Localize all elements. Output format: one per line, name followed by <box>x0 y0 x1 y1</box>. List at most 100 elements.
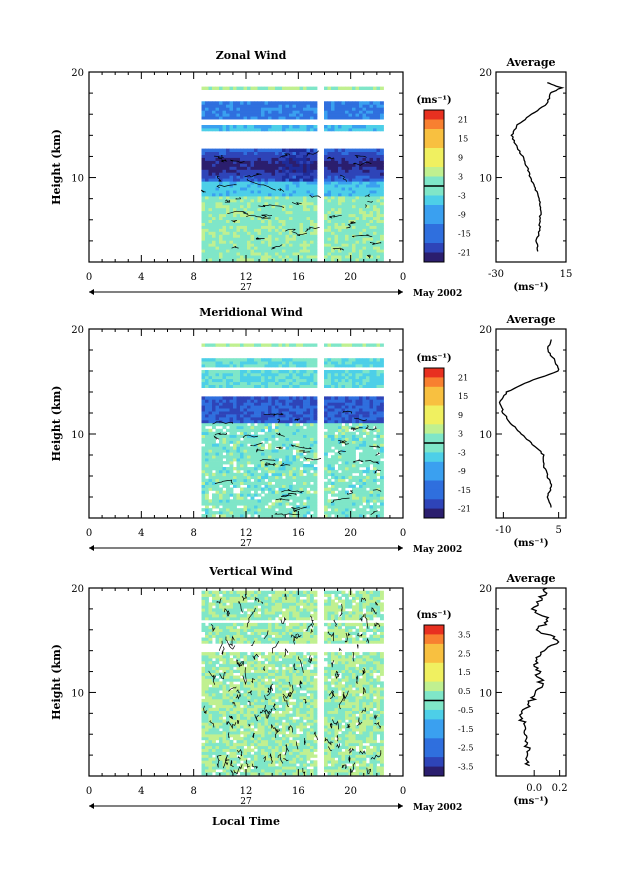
x-tick-label: 12 <box>240 786 253 797</box>
colorbar-tick-label: 15 <box>458 135 468 144</box>
colorbar-segment <box>424 625 444 635</box>
colorbar: (ms⁻¹) 3.5 2.5 1.5 0.5 -0.5 -1.5 -2.5 -3.5 <box>416 610 473 777</box>
y-axis-label: Height (km) <box>50 386 63 462</box>
heatmap-cells <box>201 86 384 262</box>
heatmap-cells <box>201 590 384 776</box>
colorbar-segment <box>424 205 444 215</box>
colorbar-segment <box>424 634 444 645</box>
colorbar-tick-label: -3 <box>458 192 466 201</box>
colorbar-tick-label: -2.5 <box>458 744 473 753</box>
x-tick-label: 4 <box>138 786 144 797</box>
colorbar-tick-label: -21 <box>458 249 471 258</box>
profile-x-tick: 0.2 <box>552 783 568 794</box>
colorbar-segment <box>424 176 444 187</box>
colorbar-tick-label: 3 <box>458 430 463 439</box>
colorbar-segment <box>424 224 444 234</box>
colorbar-segment <box>424 119 444 130</box>
average-profile: Average 10 20 -10 5 (ms⁻¹) <box>479 313 567 549</box>
colorbar-segment <box>424 461 444 472</box>
colorbar-segment <box>424 414 444 425</box>
profile-x-tick: -30 <box>488 269 504 280</box>
colorbar-segment <box>424 148 444 158</box>
colorbar-segment <box>424 452 444 463</box>
profile-x-tick: 15 <box>560 269 573 280</box>
colorbar: (ms⁻¹) 21 15 9 3 -3 -9 -15 -21 <box>416 353 471 519</box>
heatmap-cells <box>201 343 384 518</box>
colorbar-segment <box>424 508 444 519</box>
y-axis-label: Height (km) <box>50 644 63 720</box>
profile-title: Average <box>505 56 555 69</box>
profile-line <box>517 587 560 767</box>
colorbar-tick-label: 1.5 <box>458 668 471 677</box>
profile-title: Average <box>505 313 555 326</box>
colorbar-unit: (ms⁻¹) <box>416 95 451 106</box>
profile-y-tick: 10 <box>479 430 492 441</box>
colorbar-segment <box>424 700 444 711</box>
profile-frame <box>495 71 567 263</box>
colorbar-segment <box>424 186 444 196</box>
date-month: May 2002 <box>413 289 462 299</box>
profile-frame <box>495 587 567 777</box>
colorbar-segment <box>424 471 444 481</box>
x-axis <box>88 588 404 776</box>
y-axis <box>89 587 403 777</box>
x-tick-label: 8 <box>190 528 196 539</box>
profile-x-label: (ms⁻¹) <box>513 538 548 549</box>
colorbar-segment <box>424 433 444 444</box>
y-tick-label: 10 <box>71 174 84 185</box>
x-tick-label: 0 <box>86 786 92 797</box>
panel-1: Zonal Wind 10 20 Height (km) 0 4 8 12 16 20 0 27 May… <box>50 49 572 299</box>
x-tick-label: 8 <box>190 786 196 797</box>
x-tick-label: 20 <box>344 528 357 539</box>
colorbar-tick-label: 21 <box>458 373 468 382</box>
colorbar-tick-label: 3.5 <box>458 630 471 639</box>
colorbar-segment <box>424 691 444 701</box>
x-tick-label: 8 <box>190 272 196 283</box>
colorbar-segment <box>424 643 444 654</box>
contour-lines <box>201 150 382 259</box>
colorbar-segment <box>424 747 444 758</box>
colorbar-tick-label: 21 <box>458 116 468 125</box>
average-profile: Average 10 20 0.0 0.2 (ms⁻¹) <box>479 572 567 807</box>
colorbar-segment <box>424 681 444 692</box>
x-axis <box>88 72 404 262</box>
colorbar-segment <box>424 672 444 683</box>
contour-lines <box>212 410 382 516</box>
x-axis <box>88 329 404 518</box>
colorbar-tick-label: -3 <box>458 448 466 457</box>
colorbar-segment <box>424 738 444 749</box>
colorbar-segment <box>424 377 444 388</box>
colorbar-segment <box>424 243 444 253</box>
colorbar-segment <box>424 405 444 416</box>
colorbar-segment <box>424 489 444 500</box>
colorbar-tick-label: -9 <box>458 467 466 476</box>
colorbar-unit: (ms⁻¹) <box>416 610 451 621</box>
x-tick-label: 0 <box>400 786 406 797</box>
profile-y-tick: 10 <box>479 688 492 699</box>
profile-line <box>498 339 560 508</box>
x-tick-label: 12 <box>240 528 253 539</box>
colorbar-segment <box>424 719 444 730</box>
x-tick-label: 16 <box>292 528 305 539</box>
panel-title: Zonal Wind <box>216 49 287 62</box>
colorbar-segment <box>424 157 444 168</box>
x-tick-label: 0 <box>86 528 92 539</box>
colorbar-segment <box>424 424 444 435</box>
y-tick-label: 20 <box>71 325 84 336</box>
profile-frame <box>495 328 567 519</box>
colorbar-tick-label: -15 <box>458 230 471 239</box>
x-tick-label: 0 <box>400 528 406 539</box>
x-tick-label: 12 <box>240 272 253 283</box>
date-day: 27 <box>240 539 252 549</box>
x-tick-label: 16 <box>292 272 305 283</box>
date-month: May 2002 <box>413 545 462 555</box>
x-tick-label: 4 <box>138 528 144 539</box>
profile-line <box>510 81 565 252</box>
colorbar-tick-label: 3 <box>458 173 463 182</box>
profile-x-label: (ms⁻¹) <box>513 282 548 293</box>
profile-y-tick: 10 <box>479 174 492 185</box>
x-tick-label: 4 <box>138 272 144 283</box>
colorbar-tick-label: -9 <box>458 211 466 220</box>
y-tick-label: 10 <box>71 430 84 441</box>
colorbar-segment <box>424 728 444 739</box>
